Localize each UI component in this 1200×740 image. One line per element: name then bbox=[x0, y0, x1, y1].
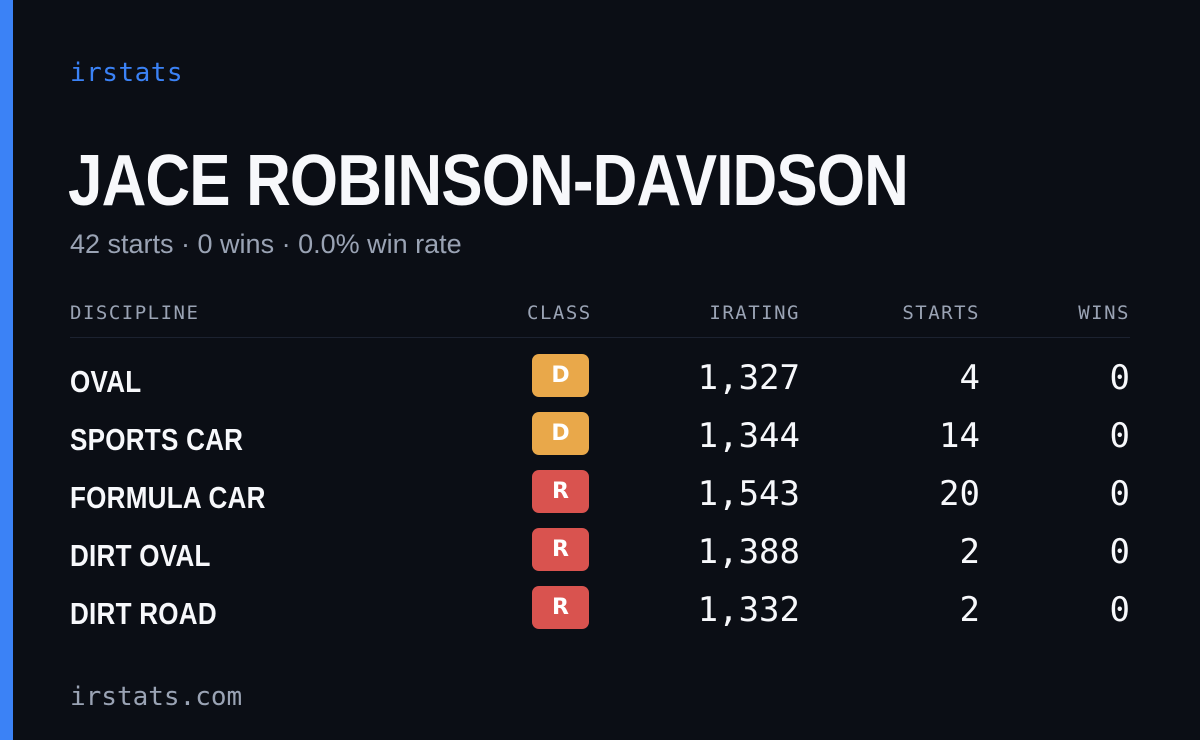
header-starts: STARTS bbox=[902, 302, 980, 324]
brand-logo[interactable]: irstats bbox=[70, 58, 184, 88]
irating-value: 1,332 bbox=[697, 590, 800, 630]
discipline-name: DIRT OVAL bbox=[70, 538, 211, 573]
header-discipline: DISCIPLINE bbox=[70, 302, 200, 324]
header-irating: IRATING bbox=[709, 302, 800, 324]
irating-value: 1,344 bbox=[697, 416, 800, 456]
irating-value: 1,327 bbox=[697, 358, 800, 398]
wins-value: 0 bbox=[1109, 358, 1130, 398]
footer-url[interactable]: irstats.com bbox=[70, 682, 243, 712]
class-badge: D bbox=[532, 354, 589, 397]
starts-value: 20 bbox=[939, 474, 980, 514]
discipline-name: SPORTS CAR bbox=[70, 422, 244, 457]
wins-value: 0 bbox=[1109, 474, 1130, 514]
table-row: DIRT OVAL R 1,388 2 0 bbox=[70, 528, 1130, 586]
class-badge: D bbox=[532, 412, 589, 455]
irating-value: 1,388 bbox=[697, 532, 800, 572]
discipline-name: DIRT ROAD bbox=[70, 596, 217, 631]
class-badge: R bbox=[532, 586, 589, 629]
driver-name: JACE ROBINSON-DAVIDSON bbox=[68, 141, 909, 221]
wins-value: 0 bbox=[1109, 416, 1130, 456]
accent-bar bbox=[0, 0, 13, 740]
wins-value: 0 bbox=[1109, 590, 1130, 630]
class-badge: R bbox=[532, 528, 589, 571]
table-row: DIRT ROAD R 1,332 2 0 bbox=[70, 586, 1130, 644]
table-row: SPORTS CAR D 1,344 14 0 bbox=[70, 412, 1130, 470]
table-row: OVAL D 1,327 4 0 bbox=[70, 354, 1130, 412]
starts-value: 2 bbox=[959, 590, 980, 630]
discipline-table: DISCIPLINE CLASS IRATING STARTS WINS OVA… bbox=[70, 298, 1130, 644]
class-badge: R bbox=[532, 470, 589, 513]
table-header: DISCIPLINE CLASS IRATING STARTS WINS bbox=[70, 298, 1130, 338]
table-body: OVAL D 1,327 4 0 SPORTS CAR D 1,344 14 0… bbox=[70, 338, 1130, 644]
starts-value: 2 bbox=[959, 532, 980, 572]
irating-value: 1,543 bbox=[697, 474, 800, 514]
header-wins: WINS bbox=[1078, 302, 1130, 324]
discipline-name: FORMULA CAR bbox=[70, 480, 266, 515]
discipline-name: OVAL bbox=[70, 364, 142, 399]
starts-value: 4 bbox=[959, 358, 980, 398]
wins-value: 0 bbox=[1109, 532, 1130, 572]
driver-summary: 42 starts · 0 wins · 0.0% win rate bbox=[70, 229, 462, 259]
header-class: CLASS bbox=[527, 302, 592, 324]
starts-value: 14 bbox=[939, 416, 980, 456]
table-row: FORMULA CAR R 1,543 20 0 bbox=[70, 470, 1130, 528]
